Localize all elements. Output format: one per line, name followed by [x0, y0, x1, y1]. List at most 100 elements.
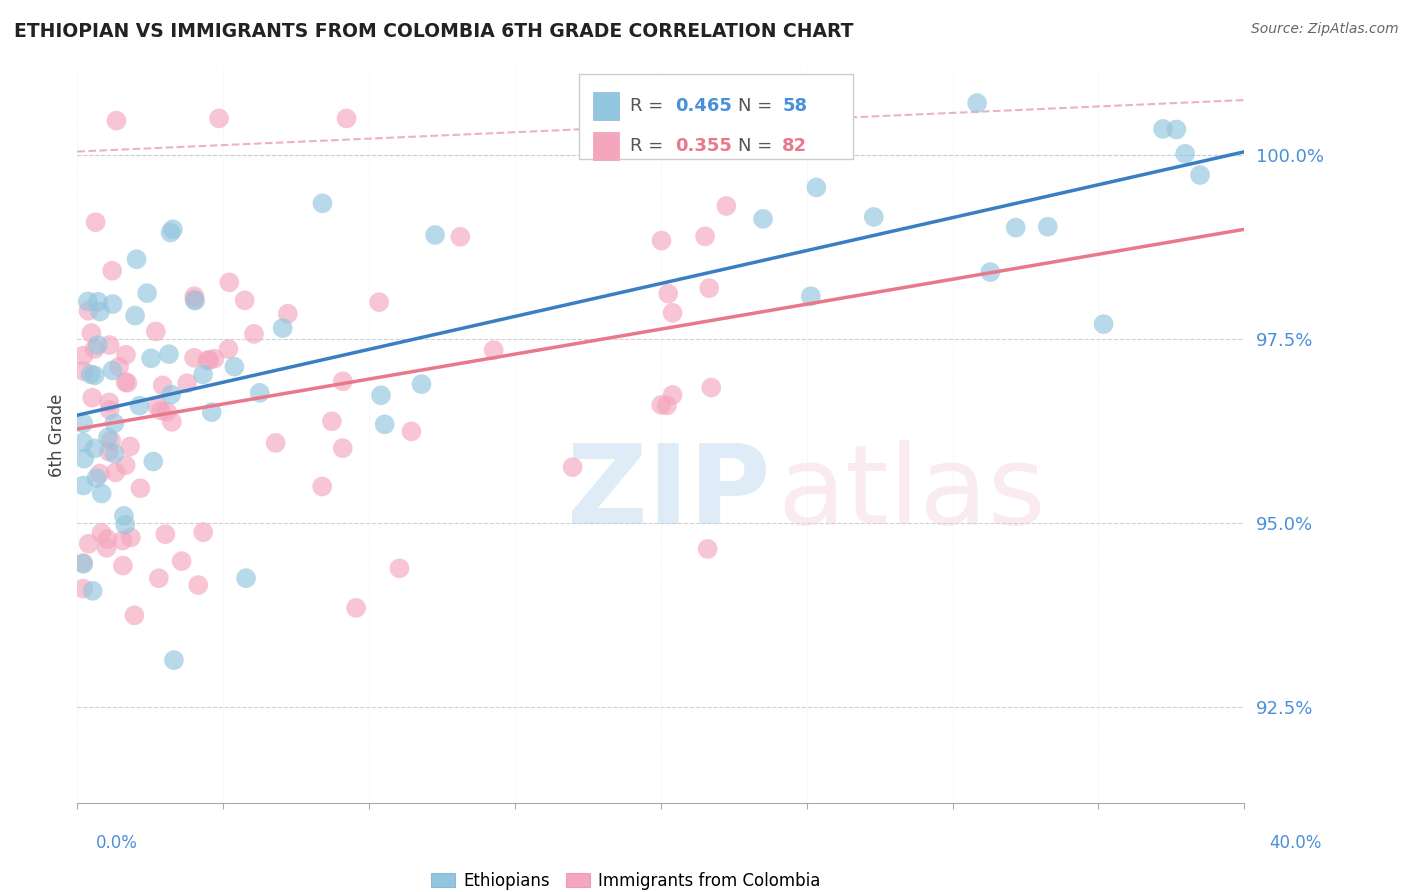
Point	[101, 297, 124, 311]
Point	[218, 275, 240, 289]
FancyBboxPatch shape	[579, 74, 853, 159]
Text: 82: 82	[782, 137, 807, 155]
Point	[72, 557, 94, 571]
Text: 58: 58	[782, 97, 807, 115]
Point	[105, 113, 128, 128]
Point	[114, 458, 136, 473]
Point	[89, 304, 111, 318]
Text: 0.355: 0.355	[675, 137, 731, 155]
Point	[187, 578, 209, 592]
Y-axis label: 6th Grade: 6th Grade	[48, 393, 66, 476]
Point	[193, 525, 215, 540]
Point	[160, 387, 183, 401]
Point	[752, 211, 775, 226]
Point	[146, 400, 169, 414]
Point	[98, 338, 121, 352]
Point	[1092, 317, 1115, 331]
Point	[423, 227, 446, 242]
Point	[311, 479, 333, 493]
Point	[82, 583, 104, 598]
Point	[697, 281, 720, 295]
Point	[271, 321, 294, 335]
Point	[112, 508, 135, 523]
Point	[82, 391, 104, 405]
Point	[98, 395, 121, 409]
Point	[87, 294, 110, 309]
Point	[321, 414, 343, 428]
Point	[449, 229, 471, 244]
Text: ZIP: ZIP	[568, 441, 770, 547]
Point	[693, 229, 716, 244]
Text: N =: N =	[738, 137, 778, 155]
Point	[115, 348, 138, 362]
Point	[87, 338, 110, 352]
Point	[249, 385, 271, 400]
Point	[80, 326, 103, 340]
Point	[401, 425, 423, 439]
Point	[657, 286, 679, 301]
Point	[368, 295, 391, 310]
Point	[72, 364, 94, 378]
Point	[83, 342, 105, 356]
Point	[98, 444, 121, 458]
Point	[979, 265, 1001, 279]
Text: 40.0%: 40.0%	[1270, 834, 1322, 852]
Point	[170, 554, 193, 568]
Point	[388, 561, 411, 575]
Point	[661, 388, 683, 402]
Point	[155, 527, 177, 541]
Point	[198, 352, 221, 367]
Point	[277, 307, 299, 321]
Point	[332, 441, 354, 455]
Point	[111, 558, 134, 573]
Point	[101, 264, 124, 278]
Point	[72, 582, 94, 596]
Point	[120, 440, 142, 454]
Point	[176, 376, 198, 391]
Point	[716, 199, 738, 213]
Text: R =: R =	[630, 97, 669, 115]
Point	[862, 210, 884, 224]
Point	[1152, 122, 1174, 136]
Point	[655, 399, 678, 413]
Point	[148, 571, 170, 585]
Point	[108, 359, 131, 374]
Point	[482, 343, 505, 357]
Point	[661, 306, 683, 320]
Point	[72, 478, 94, 492]
Point	[124, 608, 146, 623]
Point	[89, 467, 111, 481]
Bar	[593, 132, 619, 161]
Point	[197, 353, 219, 368]
Point	[150, 403, 173, 417]
Point	[650, 234, 672, 248]
Point	[83, 368, 105, 383]
Point	[650, 398, 672, 412]
Point	[183, 351, 205, 365]
Point	[120, 531, 142, 545]
Point	[1166, 122, 1188, 136]
Text: ETHIOPIAN VS IMMIGRANTS FROM COLOMBIA 6TH GRADE CORRELATION CHART: ETHIOPIAN VS IMMIGRANTS FROM COLOMBIA 6T…	[14, 22, 853, 41]
Point	[72, 417, 94, 431]
Point	[1189, 168, 1212, 182]
Point	[162, 222, 184, 236]
Point	[136, 286, 159, 301]
Point	[208, 112, 231, 126]
Point	[129, 481, 152, 495]
Point	[243, 326, 266, 341]
Point	[79, 368, 101, 382]
Point	[696, 541, 718, 556]
Point	[72, 349, 94, 363]
Point	[83, 442, 105, 456]
Point	[76, 294, 98, 309]
Point	[125, 252, 148, 267]
Point	[77, 303, 100, 318]
Point	[700, 380, 723, 394]
Point	[84, 215, 107, 229]
Point	[96, 541, 118, 555]
Point	[90, 526, 112, 541]
Point	[156, 405, 179, 419]
Point	[160, 415, 183, 429]
Point	[139, 351, 162, 366]
Point	[800, 289, 823, 303]
